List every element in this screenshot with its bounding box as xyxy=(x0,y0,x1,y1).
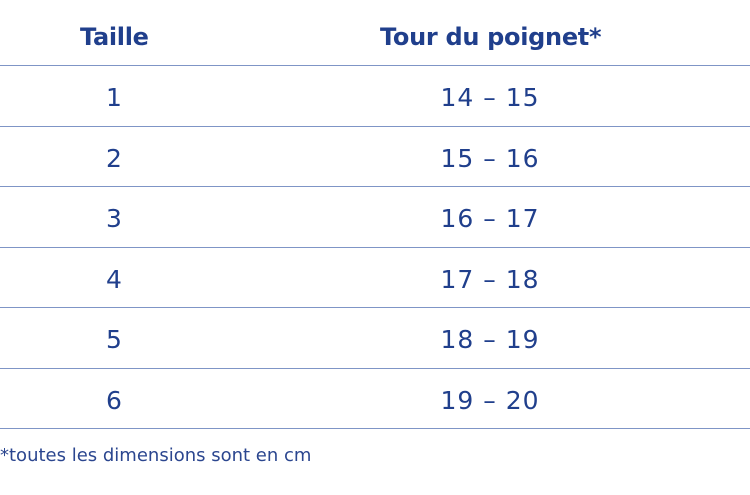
row-wrist-range: 15 – 16 xyxy=(440,143,540,173)
table-row: 5 18 – 19 xyxy=(0,308,750,369)
header-wrist-circumference: Tour du poignet* xyxy=(380,23,602,51)
footnote: *toutes les dimensions sont en cm xyxy=(0,445,312,466)
row-wrist-range: 18 – 19 xyxy=(440,325,540,354)
row-size: 3 xyxy=(106,204,122,233)
row-size: 6 xyxy=(106,385,122,415)
table-row: 3 16 – 17 xyxy=(0,187,750,248)
row-size: 2 xyxy=(106,143,122,173)
table-row: 2 15 – 16 xyxy=(0,127,750,187)
row-wrist-range: 16 – 17 xyxy=(440,204,540,233)
row-size: 4 xyxy=(106,264,122,294)
row-size: 1 xyxy=(106,83,122,112)
row-wrist-range: 19 – 20 xyxy=(440,385,540,415)
row-size: 5 xyxy=(106,325,122,354)
header-size: Taille xyxy=(80,23,149,51)
row-wrist-range: 17 – 18 xyxy=(440,264,540,294)
table-row: 4 17 – 18 xyxy=(0,248,750,308)
table-row: 1 14 – 15 xyxy=(0,66,750,127)
row-wrist-range: 14 – 15 xyxy=(440,83,540,112)
table-row: 6 19 – 20 xyxy=(0,369,750,429)
table-header-row: Taille Tour du poignet* xyxy=(0,0,750,66)
size-table: Taille Tour du poignet* 1 14 – 15 2 15 –… xyxy=(0,0,750,429)
